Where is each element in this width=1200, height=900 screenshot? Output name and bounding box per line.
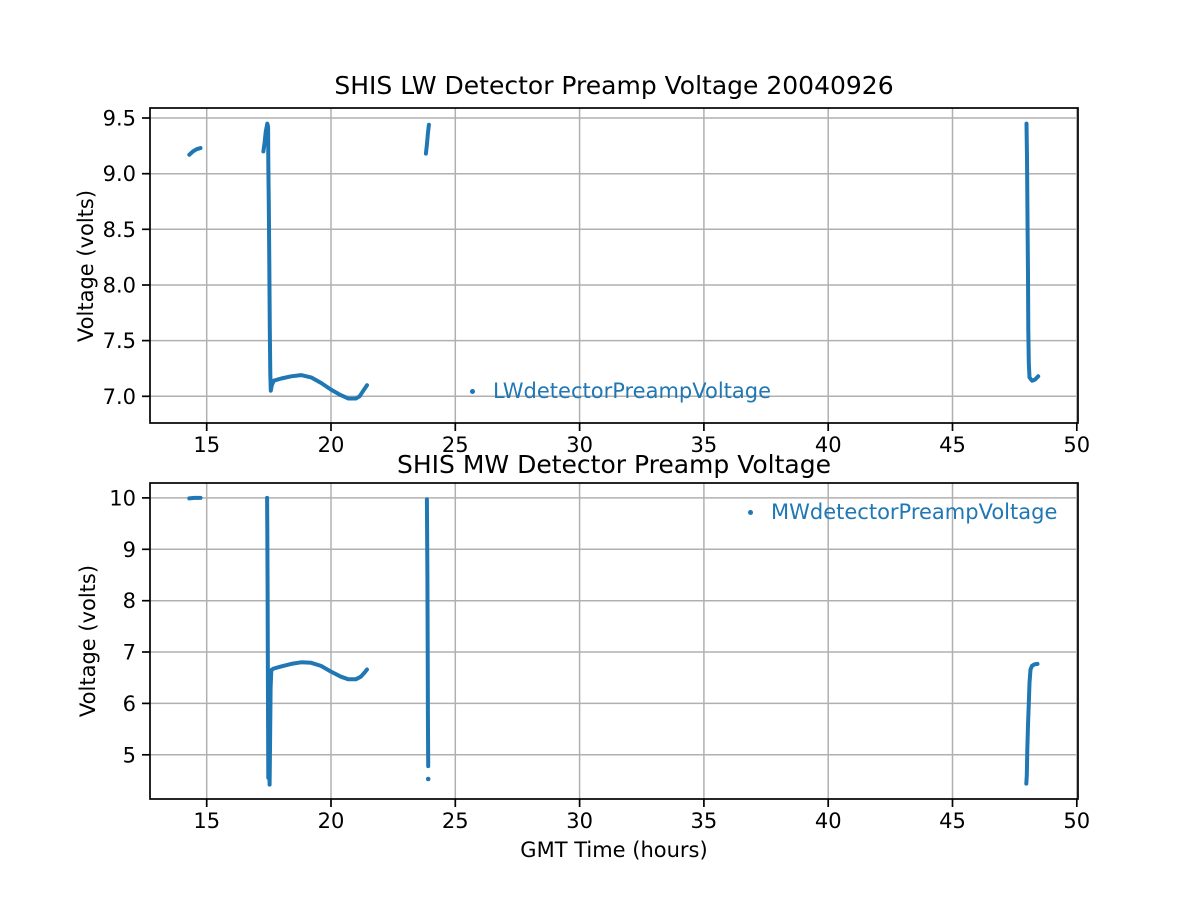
y-tick-label: 7	[123, 641, 136, 665]
data-series-segment	[261, 121, 369, 401]
data-series-segment	[265, 495, 369, 787]
y-tick-label: 9	[123, 538, 136, 562]
lw-y-axis-label: Voltage (volts)	[74, 189, 98, 343]
x-tick-label: 40	[815, 433, 842, 457]
x-tick-label: 20	[318, 433, 345, 457]
x-tick-label: 50	[1063, 433, 1090, 457]
lw-legend-marker-icon	[470, 389, 475, 395]
x-tick-label: 25	[442, 433, 469, 457]
x-tick-label: 50	[1063, 809, 1090, 833]
y-tick-label: 8.5	[103, 218, 136, 242]
data-series-segment	[187, 146, 203, 157]
x-tick-label: 40	[815, 809, 842, 833]
mw-y-axis-label: Voltage (volts)	[76, 564, 100, 718]
lw-legend: LWdetectorPreampVoltage	[470, 379, 772, 403]
x-axis-label: GMT Time (hours)	[520, 838, 708, 862]
axes-frame	[149, 482, 1079, 800]
lw-chart-title: SHIS LW Detector Preamp Voltage 20040926	[334, 71, 894, 100]
y-tick-label: 8	[123, 589, 136, 613]
axes-frame	[149, 107, 1079, 424]
data-series-segment	[1024, 121, 1041, 383]
x-tick-label: 45	[939, 809, 966, 833]
data-series-segment	[1024, 661, 1040, 786]
y-tick-label: 5	[123, 743, 136, 767]
y-tick-label: 6	[123, 692, 136, 716]
y-tick-label: 9.5	[103, 107, 136, 131]
x-tick-label: 15	[193, 433, 220, 457]
mw-legend-marker-icon	[748, 510, 753, 516]
x-tick-label: 45	[939, 433, 966, 457]
mw-legend-label: MWdetectorPreampVoltage	[771, 500, 1058, 524]
y-tick-label: 8.0	[103, 274, 136, 298]
x-tick-label: 30	[566, 433, 593, 457]
x-tick-label: 35	[691, 809, 718, 833]
data-series-segment	[187, 495, 203, 501]
y-tick-label: 7.0	[103, 385, 136, 409]
y-tick-label: 7.5	[103, 329, 136, 353]
x-tick-label: 35	[691, 433, 718, 457]
data-series-segment	[424, 497, 431, 769]
y-tick-label: 9.0	[103, 162, 136, 186]
x-tick-label: 20	[318, 809, 345, 833]
x-tick-label: 30	[566, 809, 593, 833]
mw-legend: MWdetectorPreampVoltage	[748, 500, 1058, 524]
mw-chart-title: SHIS MW Detector Preamp Voltage	[397, 450, 831, 479]
data-point	[425, 776, 431, 782]
lw-legend-label: LWdetectorPreampVoltage	[493, 379, 772, 403]
data-series-segment	[423, 122, 431, 156]
y-tick-label: 10	[109, 486, 136, 510]
x-tick-label: 25	[442, 809, 469, 833]
x-tick-label: 15	[193, 809, 220, 833]
